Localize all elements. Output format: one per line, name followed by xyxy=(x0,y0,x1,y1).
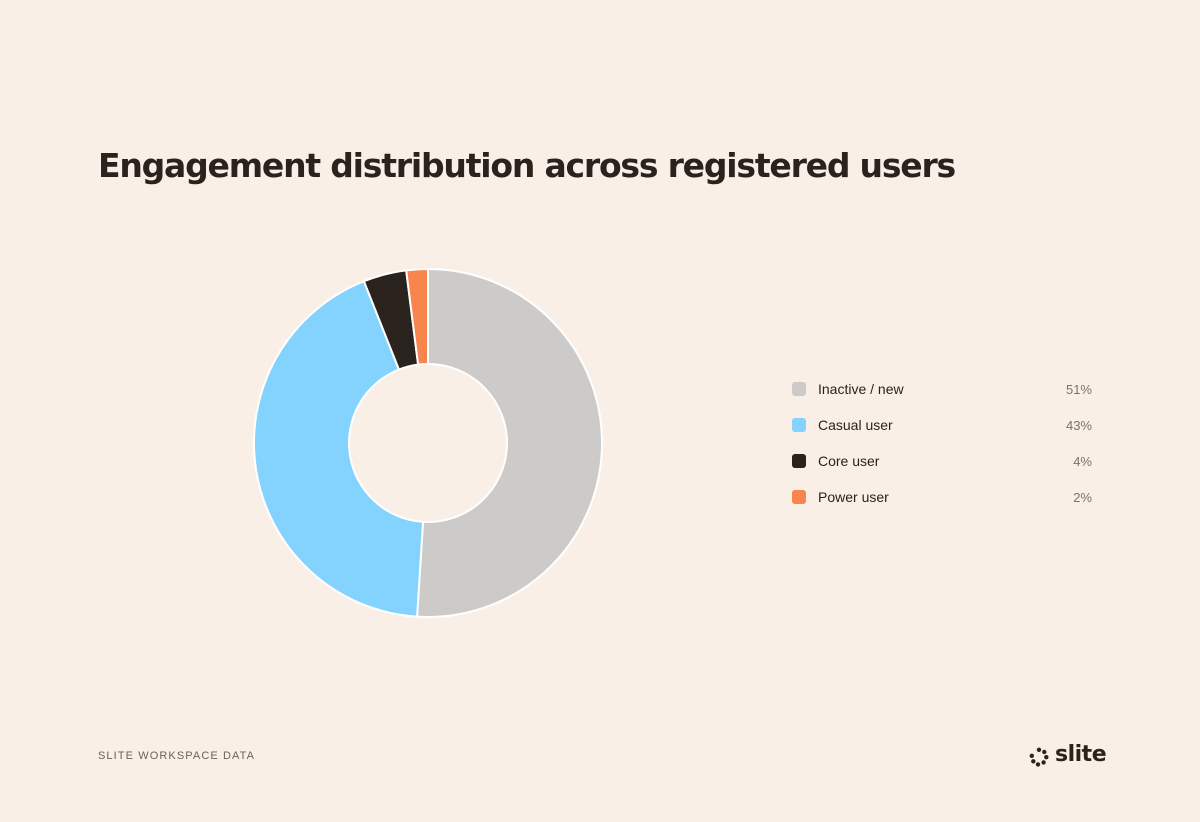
legend-swatch xyxy=(792,418,806,432)
donut-slice-casual-user xyxy=(252,280,425,618)
legend-label: Casual user xyxy=(818,417,893,433)
legend-swatch xyxy=(792,454,806,468)
legend-item-inactive-new: Inactive / new 51% xyxy=(792,380,1092,416)
legend-swatch xyxy=(792,490,806,504)
slite-logo-text: slite xyxy=(1055,742,1107,767)
legend-label: Power user xyxy=(818,489,889,505)
donut-slice-power-user xyxy=(405,268,429,366)
donut-slice-inactive-new xyxy=(416,268,603,618)
chart-title: Engagement distribution across registere… xyxy=(98,146,956,185)
legend-value: 2% xyxy=(1073,490,1092,505)
legend-item-power-user: Power user 2% xyxy=(792,488,1092,524)
chart-legend: Inactive / new 51% Casual user 43% Core user… xyxy=(792,380,1092,524)
legend-swatch xyxy=(792,382,806,396)
data-source-label: SLITE WORKSPACE DATA xyxy=(98,750,256,762)
legend-value: 43% xyxy=(1065,418,1092,433)
legend-label: Core user xyxy=(818,453,880,469)
slite-logo-icon xyxy=(1029,747,1049,767)
legend-value: 4% xyxy=(1073,454,1092,469)
legend-item-core-user: Core user 4% xyxy=(792,452,1092,488)
legend-value: 51% xyxy=(1065,382,1092,397)
legend-label: Inactive / new xyxy=(818,381,904,397)
legend-item-casual-user: Casual user 43% xyxy=(792,416,1092,452)
